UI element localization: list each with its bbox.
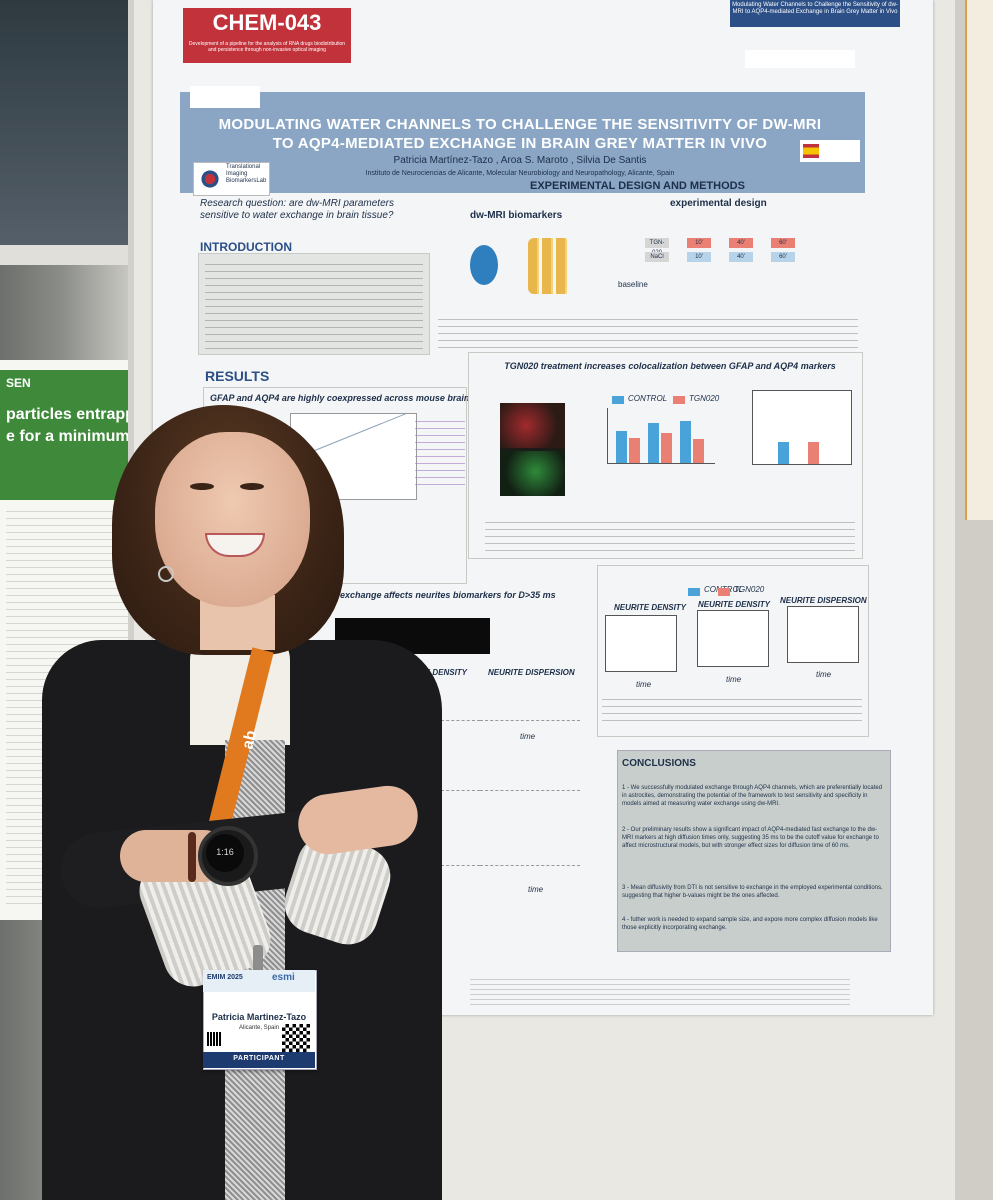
funding-logos xyxy=(745,50,855,68)
poster-code-subtitle: Development of a pipeline for the analys… xyxy=(188,41,346,53)
neighbor-poster-title-line1: particles entrapping perf xyxy=(6,406,150,423)
conclusion-item: 4 - futher work is needed to expand samp… xyxy=(622,917,878,931)
intro-heading: INTRODUCTION xyxy=(200,240,292,254)
neuron-icon xyxy=(198,167,222,191)
neighbor-poster-title-line2: e for a minimum of six ye xyxy=(6,428,150,445)
neighbor-poster-header: SEN particles entrapping perf e for a mi… xyxy=(0,370,150,500)
poster-affiliation: Instituto de Neurociencias de Alicante, … xyxy=(365,170,675,177)
timeline-cell: 40' xyxy=(729,238,753,248)
poster-title-line2: TO AQP4-MEDIATED EXCHANGE IN BRAIN GREY … xyxy=(272,135,768,152)
badge-role: PARTICIPANT xyxy=(233,1055,285,1062)
microscopy-images xyxy=(500,403,565,496)
neurite-cylinders-icon xyxy=(528,238,570,294)
qr-code-icon xyxy=(282,1024,310,1052)
time-label: time xyxy=(816,670,832,679)
time-label: time xyxy=(520,732,536,741)
poster-code-label: CHEM-043 Development of a pipeline for t… xyxy=(183,8,351,63)
badge-clip xyxy=(253,945,263,973)
badge-city: Alicante, Spain xyxy=(238,1025,280,1031)
neighbor-poster-right xyxy=(965,0,993,520)
timeline-cell: 10' xyxy=(687,252,711,262)
window-frame xyxy=(0,245,150,265)
intro-text-box xyxy=(198,253,430,355)
dw-mri-label: dw-MRI biomarkers xyxy=(470,210,563,221)
poster-title-line1: MODULATING WATER CHANNELS TO CHALLENGE T… xyxy=(218,116,822,133)
references xyxy=(470,975,850,1005)
methods-heading: EXPERIMENTAL DESIGN AND METHODS xyxy=(530,180,745,192)
legend-tgn: TGN020 xyxy=(689,394,720,403)
lab-name: Translational Imaging BiomarkersLab xyxy=(226,164,267,184)
plot-title: NEURITE DISPERSION xyxy=(780,596,867,605)
timeline-cell: TGN-020 xyxy=(645,238,669,256)
legend-control: CONTROL xyxy=(628,394,668,403)
lab-logo xyxy=(193,162,270,196)
region-legend xyxy=(415,415,465,490)
gfap-intensity-bar-chart xyxy=(752,390,852,465)
timeline-cell: 60' xyxy=(771,252,795,262)
earring xyxy=(158,566,174,582)
histogram xyxy=(480,835,580,866)
badge-header xyxy=(203,970,315,992)
window xyxy=(0,0,135,250)
face xyxy=(155,432,310,607)
legend-control-swatch xyxy=(688,588,700,596)
histogram xyxy=(480,760,580,791)
poster-title-band xyxy=(180,68,865,193)
conclusion-item: 2 - Our preliminary results show a signi… xyxy=(622,827,879,849)
poster-code: CHEM-043 xyxy=(212,10,322,35)
badge-footer xyxy=(203,1052,315,1068)
conclusion-item: 3 - Mean diffusivity from DTI is not sen… xyxy=(622,885,883,899)
timeline-cell: NaCl xyxy=(645,252,669,262)
neighbor-poster-text: SEN xyxy=(6,376,31,390)
baseline-label: baseline xyxy=(618,280,648,289)
diffusivity-icon xyxy=(470,245,498,285)
conclusions-box xyxy=(617,750,891,952)
time-label: time xyxy=(636,680,652,689)
spain-logo xyxy=(800,140,860,162)
legend-tgn-swatch xyxy=(718,588,730,596)
research-question: Research question: are dw-MRI parameters… xyxy=(200,198,394,221)
tgn-panel-title: TGN020 treatment increases colocalizatio… xyxy=(504,361,836,371)
legend-control-swatch xyxy=(612,396,624,404)
eye xyxy=(240,483,264,490)
colocalization-bar-chart xyxy=(607,408,715,464)
plot-title: NEURITE DENSITY xyxy=(698,600,771,609)
time-label: time xyxy=(726,675,742,684)
timeline-cell: 60' xyxy=(771,238,795,248)
poster-authors: Patricia Martínez-Tazo , Aroa S. Maroto … xyxy=(393,155,647,166)
neurite-density-plot xyxy=(605,615,677,672)
gfap-panel-title: GFAP and AQP4 are highly coexpressed acr… xyxy=(210,393,470,403)
qr-code-icon xyxy=(207,1032,221,1046)
esmi-logo: esmi xyxy=(272,972,295,983)
badge-event: EMIM 2025 xyxy=(207,974,243,981)
experimental-design-label: experimental design xyxy=(670,198,767,209)
experimental-timeline: TGN-020 NaCl 10' 10' 40' 40' 60' 60' xyxy=(625,230,850,290)
time-label: time xyxy=(528,885,544,894)
eye xyxy=(190,483,214,490)
poster-title: MODULATING WATER CHANNELS TO CHALLENGE T… xyxy=(190,115,850,153)
neurite-dispersion-plot xyxy=(787,606,859,663)
figure4-caption xyxy=(602,693,862,723)
conclusions-heading: CONCLUSIONS xyxy=(622,758,696,769)
methods-text xyxy=(438,313,858,353)
watch-time: 1:16 xyxy=(216,847,234,857)
plot-title: NEURITE DENSITY xyxy=(614,603,687,612)
institution-logo xyxy=(190,86,260,108)
corner-label: Modulating Water Channels to Challenge t… xyxy=(730,0,900,27)
badge-name: Patricia Martinez-Tazo xyxy=(211,1012,307,1022)
figure2-caption xyxy=(485,516,855,552)
neurite-density-plot xyxy=(697,610,769,667)
timeline-cell: 40' xyxy=(729,252,753,262)
exchange-panel-title: exchange affects neurites biomarkers for… xyxy=(340,590,556,600)
conclusion-item: 1 - We successfully modulated exchange t… xyxy=(622,785,883,807)
bracelet xyxy=(188,832,196,882)
timeline-cell: 10' xyxy=(687,238,711,248)
histogram xyxy=(480,690,580,721)
results-heading: RESULTS xyxy=(205,368,270,384)
neurite-dispersion-label: NEURITE DISPERSION xyxy=(488,668,575,677)
legend-tgn-swatch xyxy=(673,396,685,404)
legend-tgn: TGN020 xyxy=(734,585,765,594)
watch-face xyxy=(206,834,244,872)
